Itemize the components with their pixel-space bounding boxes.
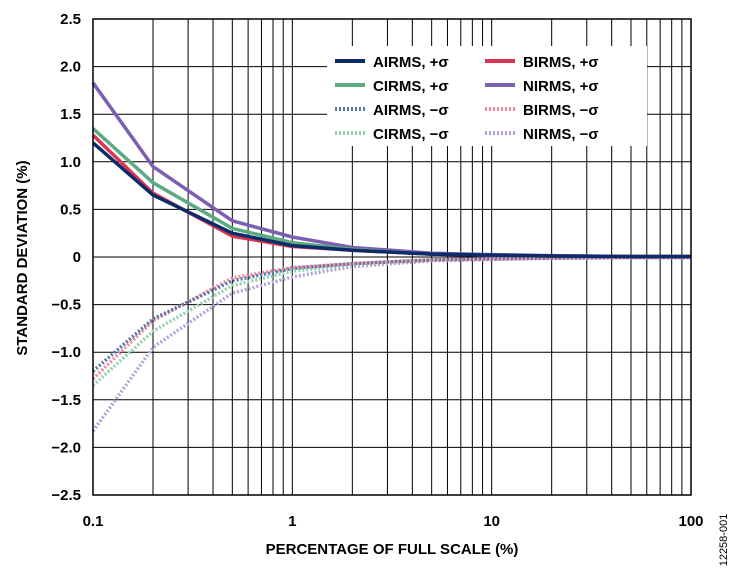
series-line-2 <box>91 127 691 259</box>
legend-label: CIRMS, +σ <box>373 78 449 95</box>
legend-label: BIRMS, −σ <box>523 102 599 119</box>
series-line-7 <box>91 255 691 433</box>
legend-label: NIRMS, +σ <box>523 78 599 95</box>
grid <box>93 19 691 495</box>
series-line-4 <box>91 255 691 373</box>
y-tick-label: 0 <box>73 249 81 266</box>
x-tick-labels: 0.1 1 10 100 <box>83 513 704 530</box>
y-tick-label: −2.5 <box>51 487 81 504</box>
plot-frame <box>92 18 692 496</box>
figure-id: 12258-001 <box>718 514 730 567</box>
series-lines <box>91 81 691 433</box>
series-line-6 <box>91 255 691 387</box>
y-tick-label: 0.5 <box>60 201 81 218</box>
legend: AIRMS, +σ BIRMS, +σ CIRMS, +σ NIRMS, +σ AIRM… <box>327 46 647 146</box>
legend-label: NIRMS, −σ <box>523 126 599 143</box>
x-tick-label: 0.1 <box>83 513 104 530</box>
series-line-5 <box>91 255 691 381</box>
legend-label: AIRMS, −σ <box>373 102 449 119</box>
legend-label: CIRMS, −σ <box>373 126 449 143</box>
y-tick-labels: 2.5 2.0 1.5 1.0 0.5 0 −0.5 −1.0 −1.5 −2.0 −2.5 <box>51 11 81 504</box>
x-tick-label: 10 <box>483 513 500 530</box>
x-axis-label: PERCENTAGE OF FULL SCALE (%) <box>266 541 519 558</box>
y-tick-label: −1.0 <box>51 344 81 361</box>
y-tick-label: 2.5 <box>60 11 81 28</box>
x-tick-label: 100 <box>678 513 703 530</box>
y-tick-label: 1.5 <box>60 106 81 123</box>
legend-label: AIRMS, +σ <box>373 54 449 71</box>
y-tick-label: −2.0 <box>51 439 81 456</box>
series-line-1 <box>91 133 691 259</box>
legend-label: BIRMS, +σ <box>523 54 599 71</box>
y-tick-label: 2.0 <box>60 59 81 76</box>
y-tick-label: −1.5 <box>51 392 81 409</box>
y-tick-label: −0.5 <box>51 297 81 314</box>
series-line-0 <box>91 141 691 259</box>
x-tick-label: 1 <box>288 513 296 530</box>
y-axis-label: STANDARD DEVIATION (%) <box>14 160 31 355</box>
y-tick-label: 1.0 <box>60 154 81 171</box>
